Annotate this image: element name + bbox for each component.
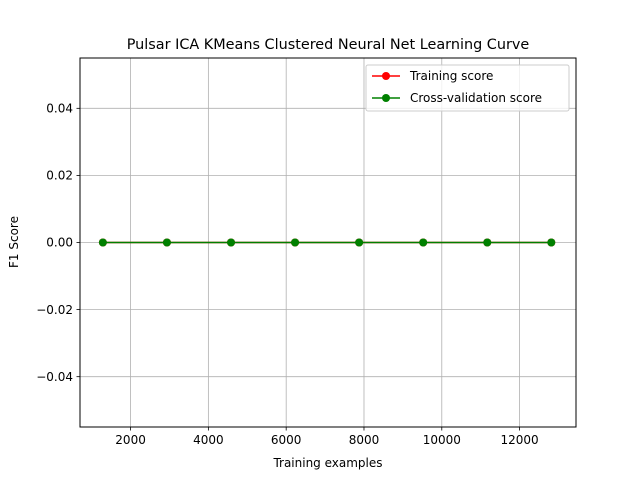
data-point — [547, 238, 556, 247]
data-point — [227, 238, 236, 247]
series-layer — [98, 238, 556, 247]
data-point — [483, 238, 492, 247]
legend-box — [365, 64, 570, 112]
data-point — [419, 238, 428, 247]
legend-marker — [382, 72, 390, 80]
x-tick-label: 12000 — [500, 433, 538, 447]
data-point — [162, 238, 171, 247]
y-axis-label: F1 Score — [7, 216, 21, 268]
data-point — [291, 238, 300, 247]
y-tick-label: −0.04 — [36, 370, 73, 384]
x-tick-label: 8000 — [349, 433, 380, 447]
y-tick-label: 0.00 — [46, 236, 73, 250]
legend: Training score Cross-validation score — [365, 64, 570, 112]
x-tick-label: 6000 — [271, 433, 302, 447]
x-tick-label: 10000 — [423, 433, 461, 447]
legend-label: Cross-validation score — [410, 91, 542, 105]
x-tick-label: 2000 — [115, 433, 146, 447]
legend-label: Training score — [409, 69, 493, 83]
data-point — [355, 238, 364, 247]
y-tick-label: 0.04 — [46, 102, 73, 116]
legend-marker — [382, 94, 390, 102]
y-tick-label: 0.02 — [46, 169, 73, 183]
x-axis-label: Training examples — [272, 456, 382, 470]
y-tick-label: −0.02 — [36, 303, 73, 317]
data-point — [98, 238, 107, 247]
x-tick-label: 4000 — [193, 433, 224, 447]
ticks: 2000 4000 6000 8000 10000 12000 −0.04 −0.02 0.00… — [36, 102, 538, 447]
series-cross-validation — [98, 238, 556, 247]
chart-title: Pulsar ICA KMeans Clustered Neural Net L… — [127, 37, 530, 53]
